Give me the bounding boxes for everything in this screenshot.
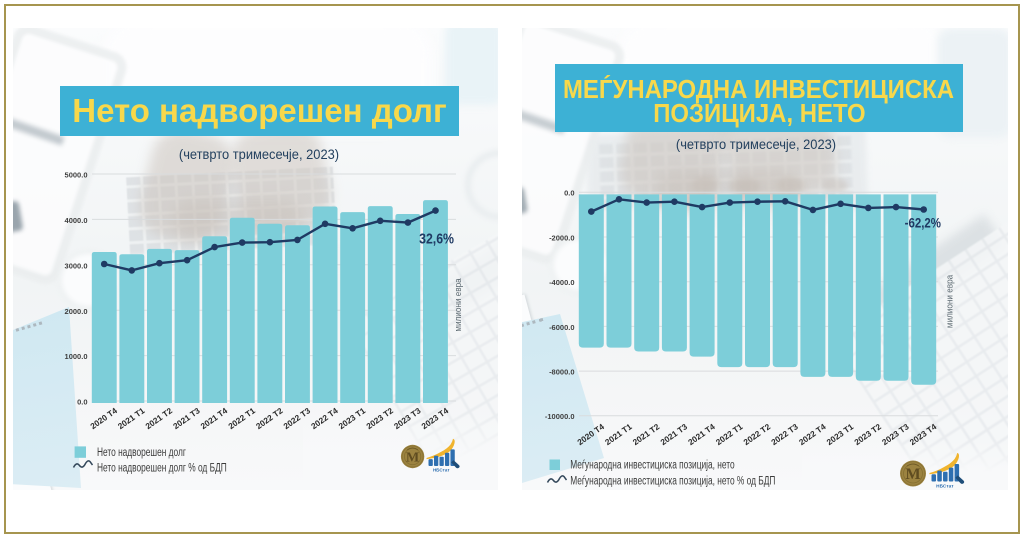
svg-text:2000.0: 2000.0 <box>65 307 88 316</box>
svg-text:-10000.0: -10000.0 <box>545 412 575 421</box>
svg-text:Нето надворешен долг % од БДП: Нето надворешен долг % од БДП <box>97 462 227 475</box>
svg-text:2023 Т4: 2023 Т4 <box>419 405 450 431</box>
svg-text:2023 Т1: 2023 Т1 <box>337 405 368 431</box>
svg-text:2021 Т3: 2021 Т3 <box>658 421 689 447</box>
svg-text:32,6%: 32,6% <box>419 231 454 247</box>
svg-text:милиони евра: милиони евра <box>944 275 955 328</box>
svg-text:2023 Т3: 2023 Т3 <box>392 405 423 431</box>
svg-text:2023 Т1: 2023 Т1 <box>825 421 856 447</box>
svg-text:2022 Т2: 2022 Т2 <box>254 405 285 431</box>
svg-text:М: М <box>905 466 920 483</box>
svg-text:2022 Т3: 2022 Т3 <box>281 405 312 431</box>
svg-text:2022 Т4: 2022 Т4 <box>309 405 340 431</box>
svg-text:2023 Т3: 2023 Т3 <box>880 421 911 447</box>
svg-text:0.0: 0.0 <box>77 398 87 407</box>
svg-text:2022 Т3: 2022 Т3 <box>769 421 800 447</box>
svg-text:Меѓународна инвестициска позиц: Меѓународна инвестициска позиција, нето <box>570 460 735 473</box>
svg-text:2021 Т1: 2021 Т1 <box>603 421 634 447</box>
svg-text:0.0: 0.0 <box>564 189 574 198</box>
svg-text:милиони евра: милиони евра <box>452 278 463 331</box>
svg-text:3000.0: 3000.0 <box>65 261 88 270</box>
svg-text:-4000.0: -4000.0 <box>549 278 574 287</box>
svg-text:2022 Т4: 2022 Т4 <box>797 421 828 447</box>
svg-text:-62,2%: -62,2% <box>905 216 941 231</box>
svg-text:2021 Т1: 2021 Т1 <box>116 405 147 431</box>
svg-text:2020 Т4: 2020 Т4 <box>88 405 119 431</box>
svg-text:НБСтат: НБСтат <box>936 483 954 489</box>
svg-text:М: М <box>406 450 419 465</box>
svg-text:2022 Т1: 2022 Т1 <box>714 421 745 447</box>
svg-text:2023 Т2: 2023 Т2 <box>364 405 395 431</box>
svg-text:2023 Т4: 2023 Т4 <box>908 421 939 447</box>
svg-text:Меѓународна инвестициска позиц: Меѓународна инвестициска позиција, нето … <box>570 475 775 488</box>
svg-text:2021 Т2: 2021 Т2 <box>631 421 662 447</box>
svg-text:1000.0: 1000.0 <box>65 352 88 361</box>
svg-text:-8000.0: -8000.0 <box>549 368 574 377</box>
svg-text:-6000.0: -6000.0 <box>549 323 574 332</box>
svg-text:-2000.0: -2000.0 <box>549 233 574 242</box>
svg-text:2021 Т4: 2021 Т4 <box>199 405 230 431</box>
svg-text:2021 Т3: 2021 Т3 <box>171 405 202 431</box>
svg-text:2021 Т4: 2021 Т4 <box>686 421 717 447</box>
svg-text:2021 Т2: 2021 Т2 <box>143 405 174 431</box>
svg-text:Нето надворешен долг: Нето надворешен долг <box>97 447 186 460</box>
svg-text:4000.0: 4000.0 <box>65 216 88 225</box>
svg-text:2023 Т2: 2023 Т2 <box>852 421 883 447</box>
svg-text:5000.0: 5000.0 <box>65 171 88 180</box>
svg-text:2022 Т1: 2022 Т1 <box>226 405 257 431</box>
svg-text:2022 Т2: 2022 Т2 <box>741 421 772 447</box>
svg-text:2020 Т4: 2020 Т4 <box>575 421 606 447</box>
svg-text:НБСтат: НБСтат <box>433 467 450 472</box>
